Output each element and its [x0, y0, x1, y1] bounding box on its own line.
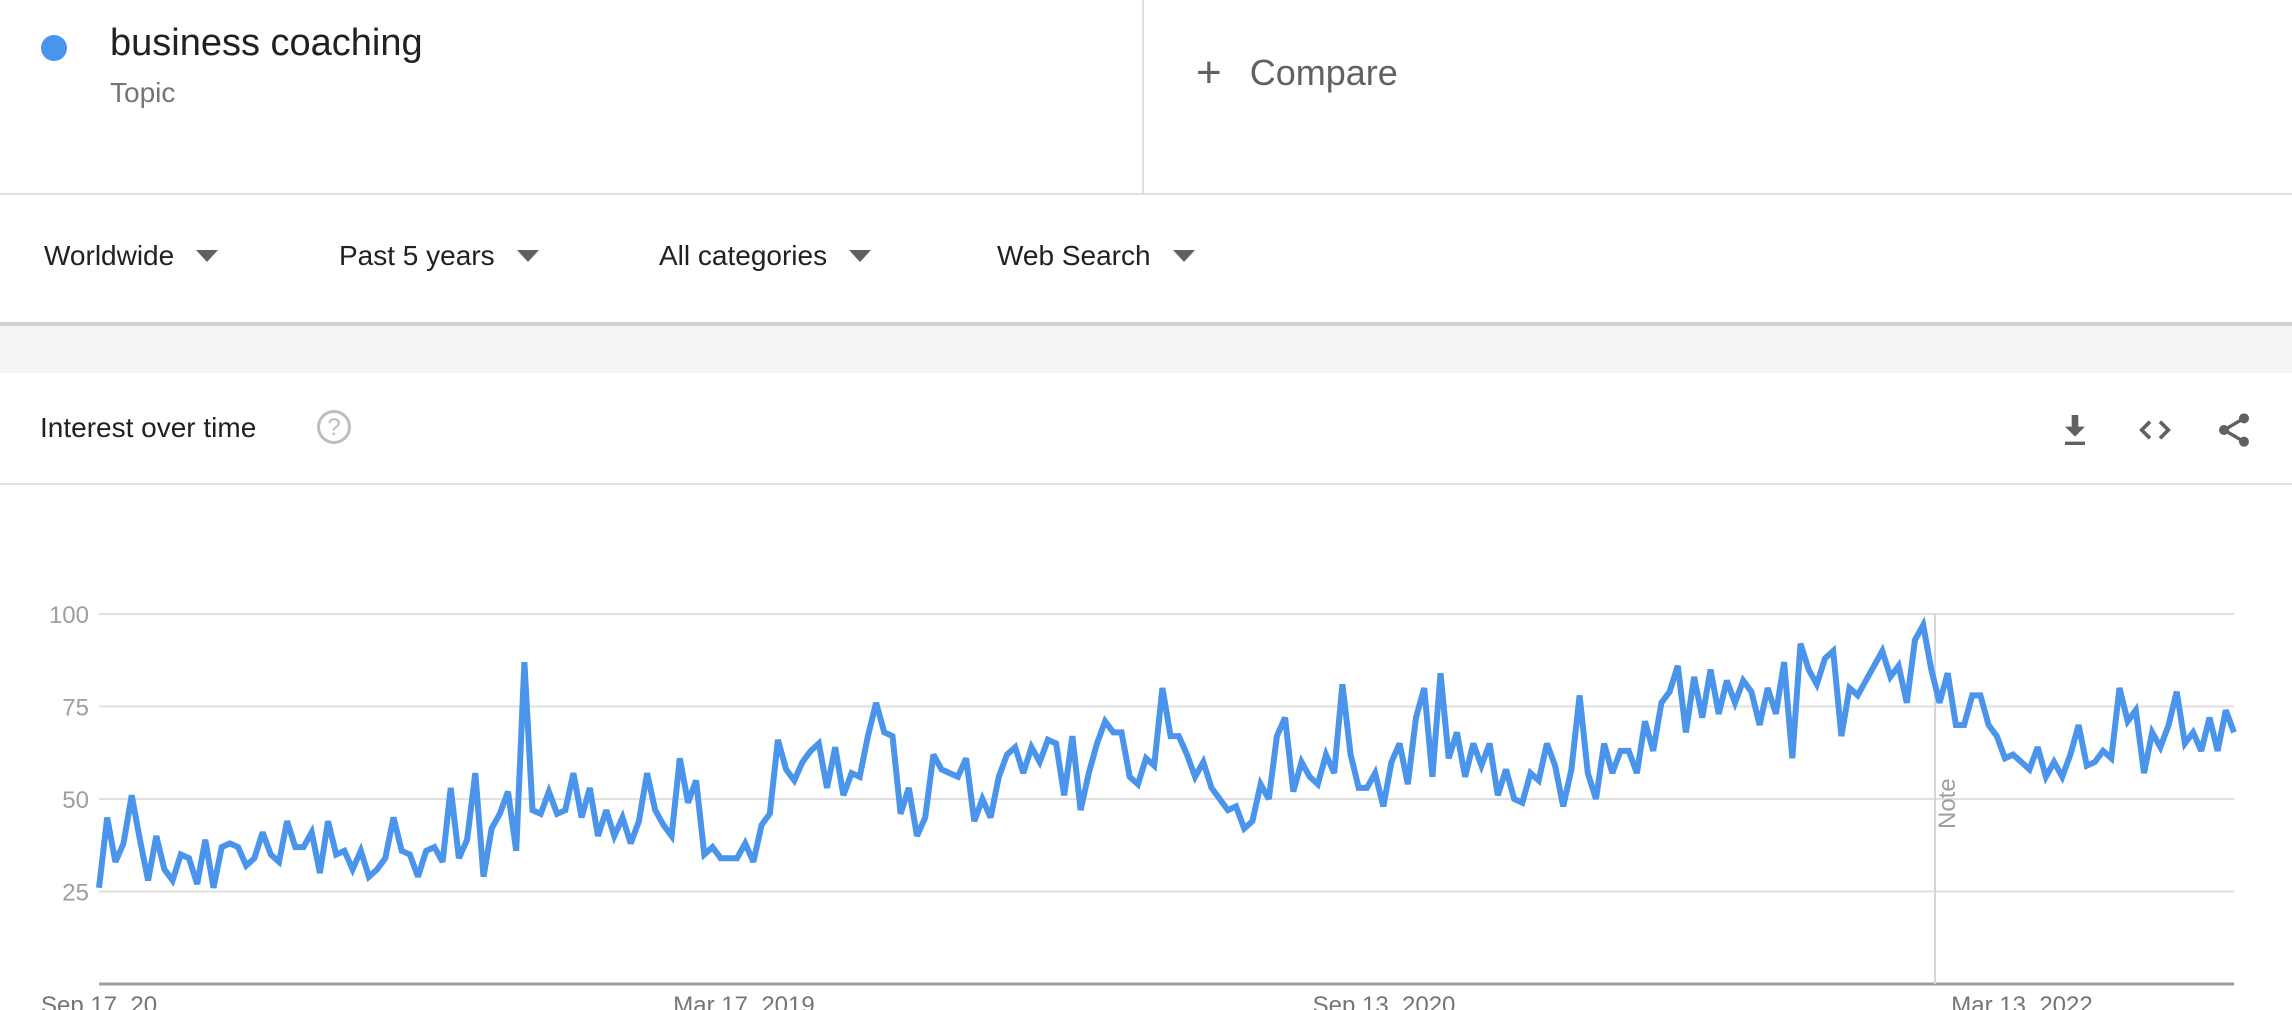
- filter-bar: Worldwide Past 5 years All categories We…: [0, 195, 2292, 326]
- y-tick-label: 75: [62, 695, 89, 722]
- dropdown-arrow-icon: [196, 250, 219, 262]
- filter-category-label: All categories: [659, 240, 828, 271]
- dropdown-arrow-icon: [516, 250, 539, 262]
- search-term-panel[interactable]: [0, 0, 1144, 194]
- header-divider: [0, 193, 2292, 195]
- note-label: Note: [1934, 778, 1961, 829]
- share-icon[interactable]: [2214, 410, 2254, 450]
- dropdown-arrow-icon: [849, 250, 872, 262]
- series-line-business-coaching: [96, 616, 2237, 889]
- section-spacer: [0, 326, 2292, 373]
- download-icon[interactable]: [2055, 410, 2095, 450]
- filter-category[interactable]: All categories: [659, 240, 872, 272]
- card-divider: [0, 483, 2292, 485]
- help-circle-icon[interactable]: ?: [317, 410, 351, 444]
- x-tick-label: Sep 13, 2020: [1313, 992, 1456, 1010]
- y-tick-label: 100: [49, 602, 89, 629]
- compare-button[interactable]: + Compare: [1196, 45, 1398, 101]
- x-tick-label: Mar 13, 2022: [1951, 992, 2092, 1010]
- card-title: Interest over time: [40, 412, 257, 443]
- x-tick-label: Sep 17, 20...: [41, 992, 177, 1010]
- filter-search-type-label: Web Search: [997, 240, 1151, 271]
- term-color-dot: [41, 35, 67, 61]
- y-tick-label: 25: [62, 880, 89, 907]
- filter-time-range[interactable]: Past 5 years: [339, 240, 539, 272]
- plus-icon: +: [1196, 48, 1222, 97]
- y-tick-label: 50: [62, 787, 89, 814]
- filter-location-label: Worldwide: [44, 240, 175, 271]
- x-tick-label: Mar 17, 2019: [673, 992, 814, 1010]
- filter-location[interactable]: Worldwide: [44, 240, 219, 272]
- search-term-type: Topic: [110, 77, 176, 108]
- compare-label: Compare: [1249, 52, 1398, 93]
- filter-search-type[interactable]: Web Search: [997, 240, 1195, 272]
- embed-code-icon[interactable]: [2135, 410, 2175, 450]
- interest-over-time-chart: 25 50 75 100 Sep 17, 20... Mar 17, 2019 Sep 1…: [41, 602, 2237, 1010]
- dropdown-arrow-icon: [1172, 250, 1195, 262]
- search-term[interactable]: business coaching: [110, 22, 423, 64]
- filter-time-range-label: Past 5 years: [339, 240, 495, 271]
